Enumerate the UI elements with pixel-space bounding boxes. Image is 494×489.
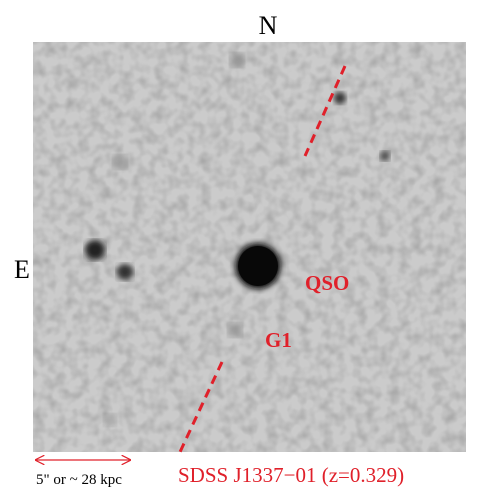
east-label: E [14,255,30,284]
scale-label: 5" or ~ 28 kpc [36,472,122,488]
galaxy-label: G1 [265,328,292,352]
qso-label: QSO [305,271,349,295]
sky-image [33,42,466,452]
slit-marker [178,361,224,453]
north-label: N [259,11,278,40]
caption: SDSS J1337−01 (z=0.329) [178,463,404,487]
slit-marker [303,65,347,157]
